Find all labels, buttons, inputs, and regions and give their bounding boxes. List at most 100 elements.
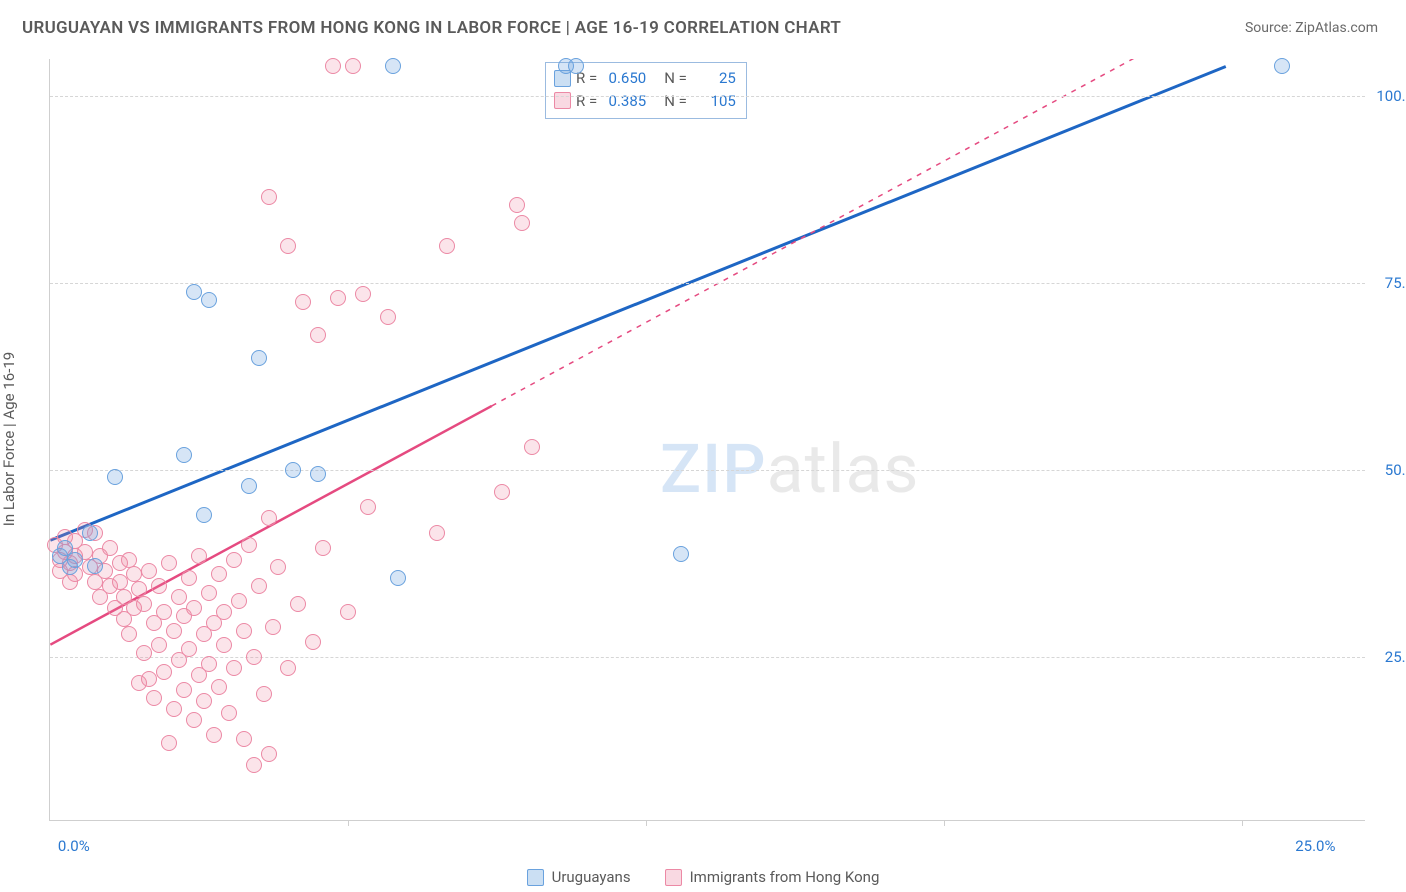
data-point-hongkong xyxy=(181,641,197,657)
data-point-hongkong xyxy=(156,604,172,620)
data-point-hongkong xyxy=(186,712,202,728)
data-point-hongkong xyxy=(176,682,192,698)
y-axis-label: In Labor Force | Age 16-19 xyxy=(0,352,18,526)
x-tick-label: 25.0% xyxy=(1295,837,1335,855)
data-point-hongkong xyxy=(112,574,128,590)
data-point-hongkong xyxy=(295,294,311,310)
data-point-hongkong xyxy=(146,690,162,706)
x-tick-mark xyxy=(1242,820,1243,826)
data-point-hongkong xyxy=(325,58,341,74)
data-point-hongkong xyxy=(216,604,232,620)
data-point-hongkong xyxy=(136,645,152,661)
data-point-hongkong xyxy=(246,649,262,665)
data-point-uruguayans xyxy=(107,469,123,485)
n-label: N = xyxy=(664,67,687,90)
chart-title: URUGUAYAN VS IMMIGRANTS FROM HONG KONG I… xyxy=(22,18,841,38)
y-tick-label: 50.0% xyxy=(1373,461,1406,479)
data-point-uruguayans xyxy=(390,570,406,586)
data-point-hongkong xyxy=(191,548,207,564)
data-point-hongkong xyxy=(261,510,277,526)
legend-label-uruguayans: Uruguayans xyxy=(552,868,631,886)
data-point-uruguayans xyxy=(82,525,98,541)
gridline xyxy=(50,96,1365,97)
data-point-uruguayans xyxy=(310,466,326,482)
y-tick-label: 25.0% xyxy=(1373,648,1406,666)
data-point-hongkong xyxy=(270,559,286,575)
x-tick-label: 0.0% xyxy=(58,837,90,855)
data-point-hongkong xyxy=(226,552,242,568)
data-point-hongkong xyxy=(161,555,177,571)
data-point-hongkong xyxy=(345,58,361,74)
data-point-hongkong xyxy=(201,656,217,672)
x-tick-mark xyxy=(348,820,349,826)
data-point-uruguayans xyxy=(201,292,217,308)
data-point-hongkong xyxy=(310,327,326,343)
data-point-hongkong xyxy=(231,593,247,609)
data-point-hongkong xyxy=(524,439,540,455)
data-point-hongkong xyxy=(280,660,296,676)
data-point-uruguayans xyxy=(241,478,257,494)
data-point-hongkong xyxy=(186,600,202,616)
data-point-uruguayans xyxy=(285,462,301,478)
data-point-hongkong xyxy=(355,286,371,302)
source-label: Source: xyxy=(1245,20,1292,36)
data-point-uruguayans xyxy=(568,58,584,74)
data-point-hongkong xyxy=(439,238,455,254)
data-point-hongkong xyxy=(330,290,346,306)
data-point-hongkong xyxy=(216,637,232,653)
r-value-hongkong: 0.385 xyxy=(602,90,646,113)
data-point-hongkong xyxy=(206,727,222,743)
data-point-hongkong xyxy=(494,484,510,500)
data-point-hongkong xyxy=(156,664,172,680)
swatch-hongkong xyxy=(554,92,571,109)
data-point-hongkong xyxy=(251,578,267,594)
data-point-hongkong xyxy=(151,578,167,594)
data-point-hongkong xyxy=(246,757,262,773)
gridline xyxy=(50,283,1365,284)
data-point-hongkong xyxy=(429,525,445,541)
data-point-hongkong xyxy=(514,215,530,231)
data-point-hongkong xyxy=(280,238,296,254)
data-point-uruguayans xyxy=(1274,58,1290,74)
data-point-uruguayans xyxy=(251,350,267,366)
data-point-uruguayans xyxy=(176,447,192,463)
trend-lines xyxy=(50,59,1365,820)
data-point-hongkong xyxy=(131,581,147,597)
data-point-hongkong xyxy=(236,731,252,747)
x-tick-mark xyxy=(944,820,945,826)
series-legend: Uruguayans Immigrants from Hong Kong xyxy=(0,868,1406,886)
chart-header: URUGUAYAN VS IMMIGRANTS FROM HONG KONG I… xyxy=(0,0,1406,52)
data-point-uruguayans xyxy=(385,58,401,74)
legend-item-hongkong: Immigrants from Hong Kong xyxy=(665,868,880,886)
data-point-hongkong xyxy=(265,619,281,635)
data-point-hongkong xyxy=(196,693,212,709)
n-label: N = xyxy=(664,90,687,113)
data-point-hongkong xyxy=(171,589,187,605)
data-point-uruguayans xyxy=(87,558,103,574)
data-point-hongkong xyxy=(261,746,277,762)
data-point-hongkong xyxy=(226,660,242,676)
gridline xyxy=(50,470,1365,471)
x-tick-mark xyxy=(646,820,647,826)
data-point-uruguayans xyxy=(673,546,689,562)
data-point-hongkong xyxy=(340,604,356,620)
data-point-hongkong xyxy=(161,735,177,751)
r-value-uruguayans: 0.650 xyxy=(602,67,646,90)
data-point-hongkong xyxy=(121,552,137,568)
data-point-hongkong xyxy=(102,540,118,556)
data-point-hongkong xyxy=(211,566,227,582)
legend-swatch-uruguayans xyxy=(527,869,544,886)
data-point-hongkong xyxy=(141,671,157,687)
data-point-hongkong xyxy=(221,705,237,721)
n-value-uruguayans: 25 xyxy=(692,67,736,90)
plot-area: R =0.650N =25R =0.385N =105 ZIPatlas 25.… xyxy=(49,59,1365,821)
data-point-hongkong xyxy=(141,563,157,579)
data-point-hongkong xyxy=(126,566,142,582)
data-point-hongkong xyxy=(181,570,197,586)
data-point-hongkong xyxy=(305,634,321,650)
r-label: R = xyxy=(576,90,597,113)
data-point-hongkong xyxy=(380,309,396,325)
data-point-hongkong xyxy=(166,623,182,639)
y-tick-label: 75.0% xyxy=(1373,274,1406,292)
data-point-hongkong xyxy=(256,686,272,702)
